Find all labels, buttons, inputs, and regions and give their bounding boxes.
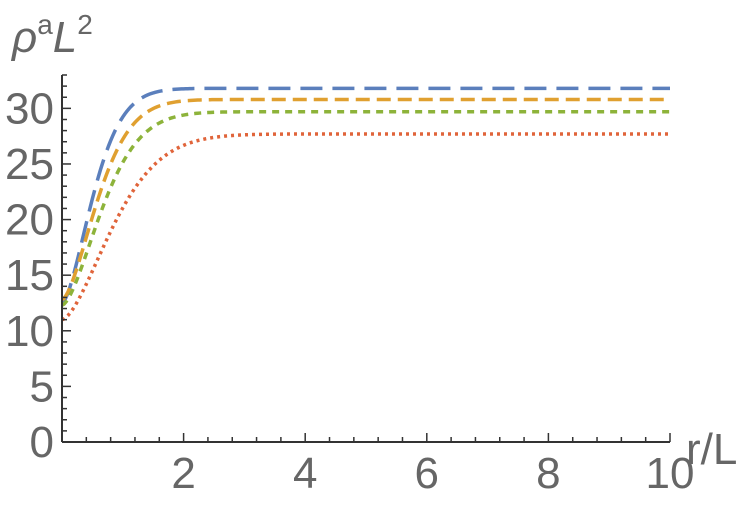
series-line-4: [61, 132, 670, 322]
y-tick-label: 30: [5, 84, 54, 133]
y-tick-label: 15: [5, 251, 54, 300]
y-tick-label: 25: [5, 140, 54, 189]
y-tick-label: 20: [5, 196, 54, 245]
y-tick-label: 5: [30, 362, 54, 411]
series-layer: [60, 86, 670, 322]
series-line-3: [61, 109, 670, 307]
x-tick-label: 4: [293, 449, 317, 498]
x-axis-label: r/L: [686, 425, 737, 474]
x-tick-label: 2: [171, 449, 195, 498]
series-line-1: [60, 86, 670, 305]
y-tick-label: 10: [5, 307, 54, 356]
y-tick-label: 0: [30, 418, 54, 467]
x-tick-label: 6: [415, 449, 439, 498]
x-tick-label: 10: [646, 449, 695, 498]
y-axis-label: ρaL2: [10, 9, 93, 62]
x-tick-label: 8: [536, 449, 560, 498]
axes-layer: 2 4 6 8 10 0 5 10 15 20 25 30: [5, 74, 695, 498]
series-line-2: [61, 97, 670, 302]
